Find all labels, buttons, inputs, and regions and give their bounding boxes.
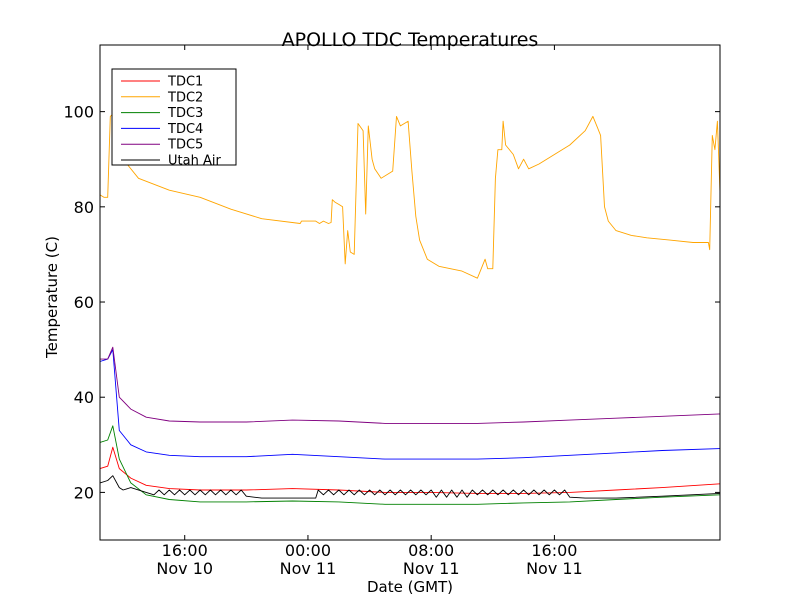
y-tick-label: 60 — [74, 293, 94, 312]
y-tick-label: 80 — [74, 198, 94, 217]
x-tick-label-date: Nov 11 — [280, 559, 337, 578]
series-line-tdc5 — [100, 346, 721, 424]
y-axis-ticks: 20 40 60 80 100 — [63, 103, 720, 502]
y-tick-label: 40 — [74, 388, 94, 407]
legend-label-tdc2: TDC2 — [167, 90, 203, 105]
plot-area-frame — [99, 44, 721, 541]
y-tick-label: 100 — [63, 103, 94, 122]
legend-entry-tdc3: TDC3 — [121, 106, 203, 121]
legend-label-tdc3: TDC3 — [167, 106, 203, 121]
legend-label-tdc5: TDC5 — [167, 138, 203, 153]
series-line-tdc4 — [99, 349, 721, 460]
series-line-utah-air — [99, 475, 721, 499]
x-tick-label-date: Nov 10 — [156, 559, 213, 578]
legend-entry-tdc4: TDC4 — [121, 122, 203, 137]
y-axis-label: Temperature (C) — [43, 236, 61, 359]
legend-label-utah-air: Utah Air — [168, 154, 221, 169]
legend-entry-tdc5: TDC5 — [121, 138, 203, 153]
series-line-tdc3 — [99, 425, 721, 505]
x-tick-label-date: Nov 11 — [403, 559, 460, 578]
series-layer — [99, 111, 721, 505]
x-tick-label-date: Nov 11 — [526, 559, 583, 578]
legend-entry-utah-air: Utah Air — [121, 154, 221, 169]
chart-title: APOLLO TDC Temperatures — [282, 29, 539, 51]
legend-frame — [111, 68, 237, 166]
x-tick-label-time: 16:00 — [531, 541, 577, 560]
series-line-tdc2 — [99, 111, 721, 279]
x-axis-label: Date (GMT) — [367, 578, 453, 596]
x-tick-label-time: 00:00 — [285, 541, 331, 560]
y-tick-label: 20 — [74, 483, 94, 502]
series-line-tdc1 — [99, 446, 721, 494]
legend-label-tdc4: TDC4 — [167, 122, 203, 137]
x-tick-label-time: 16:00 — [162, 541, 208, 560]
legend-entry-tdc2: TDC2 — [121, 90, 203, 105]
legend-entry-tdc1: TDC1 — [121, 75, 203, 90]
legend-label-tdc1: TDC1 — [167, 75, 203, 90]
x-tick-label-time: 08:00 — [408, 541, 454, 560]
